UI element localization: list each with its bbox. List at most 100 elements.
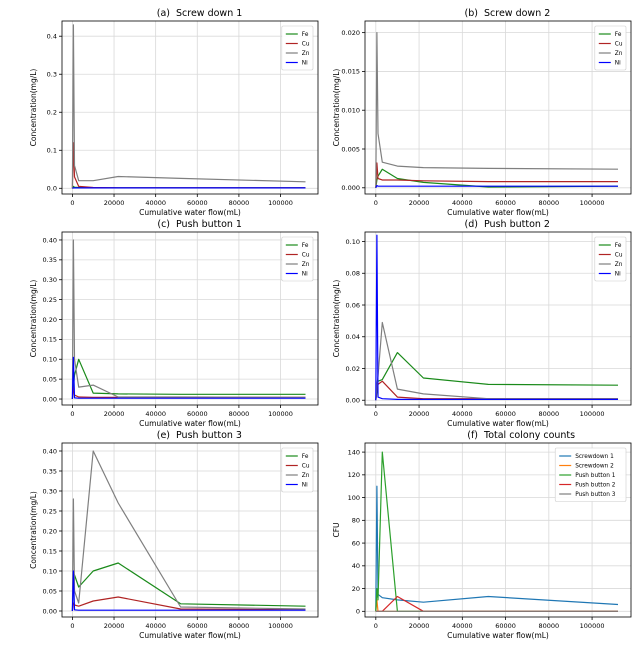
- x-tick-label: 0: [374, 410, 378, 418]
- x-tick-label: 80000: [538, 199, 559, 207]
- x-tick-label: 60000: [187, 199, 208, 207]
- x-tick-label: 0: [374, 622, 378, 630]
- chart-title: Push button 1: [176, 219, 242, 230]
- series-line: [71, 570, 306, 612]
- x-tick-label: 100000: [580, 410, 605, 418]
- y-tick-label: 0.00: [43, 607, 57, 615]
- legend-label: Cu: [302, 253, 310, 259]
- y-tick-label: 0.00: [346, 397, 360, 405]
- legend-box: [281, 236, 314, 282]
- x-tick-label: 60000: [495, 622, 516, 630]
- legend-label: Ni: [302, 483, 308, 489]
- y-tick-label: 0.25: [43, 507, 57, 515]
- y-tick-label: 0.15: [43, 336, 57, 344]
- legend-label: Ni: [302, 272, 308, 278]
- legend-label: Fe: [302, 454, 309, 460]
- panel-letter: (b): [465, 8, 478, 19]
- x-tick-label: 100000: [268, 622, 293, 630]
- y-tick-label: 0.30: [43, 276, 57, 284]
- legend-label: Fe: [615, 243, 622, 249]
- legend-label: Zn: [302, 262, 310, 268]
- axes-frame: [61, 231, 319, 406]
- legend-label: Screwdown 2: [575, 464, 614, 470]
- y-tick-label: 0.0: [47, 185, 57, 193]
- y-tick-label: 0.015: [341, 68, 360, 76]
- panel-letter: (c): [157, 219, 170, 230]
- y-tick-label: 0.005: [341, 145, 360, 153]
- axes-frame: [364, 20, 632, 195]
- legend-label: Cu: [615, 253, 623, 259]
- x-tick-label: 40000: [452, 622, 473, 630]
- series-line: [71, 562, 306, 612]
- y-tick-label: 80: [352, 517, 360, 525]
- x-tick-label: 20000: [409, 199, 430, 207]
- panel-letter: (d): [465, 219, 478, 230]
- x-tick-label: 100000: [580, 199, 605, 207]
- chart-title: Screw down 2: [484, 8, 550, 19]
- chart-panel: 0 20000 40000 60000 80000 100000 0.00 0.05 0.10 0…: [29, 219, 319, 428]
- legend-label: Cu: [615, 42, 623, 48]
- y-tick-label: 0: [356, 608, 360, 616]
- x-tick-label: 20000: [409, 410, 430, 418]
- y-tick-label: 0.10: [346, 238, 360, 246]
- y-tick-label: 60: [352, 539, 360, 547]
- legend-label: Fe: [302, 243, 309, 249]
- legend-label: Fe: [615, 32, 622, 38]
- x-tick-label: 40000: [145, 410, 166, 418]
- x-axis-label: Cumulative water flow(mL): [447, 631, 549, 640]
- legend-label: Push button 1: [575, 473, 616, 479]
- chart-title: Total colony counts: [483, 430, 575, 441]
- y-tick-label: 0.35: [43, 256, 57, 264]
- series-line: [375, 352, 619, 401]
- legend-label: Fe: [302, 32, 309, 38]
- series-line: [71, 356, 306, 400]
- y-tick-label: 0.020: [341, 29, 360, 37]
- x-axis-label: Cumulative water flow(mL): [139, 631, 241, 640]
- y-axis-label: Concentration(mg/L): [332, 280, 341, 358]
- series-line: [71, 596, 306, 612]
- series-line: [71, 239, 306, 400]
- y-tick-label: 0.010: [341, 107, 360, 115]
- x-tick-label: 100000: [268, 199, 293, 207]
- x-axis-label: Cumulative water flow(mL): [447, 208, 549, 217]
- y-tick-label: 0.05: [43, 587, 57, 595]
- y-tick-label: 0.20: [43, 527, 57, 535]
- axes-frame: [61, 20, 319, 195]
- y-tick-label: 0.1: [47, 147, 57, 155]
- axes-frame: [364, 442, 632, 618]
- chart-title: Push button 2: [484, 219, 550, 230]
- chart-panel: 0 20000 40000 60000 80000 100000 0 20 40 60 80 100 1…: [332, 430, 632, 640]
- series-line: [71, 450, 306, 612]
- series-line: [71, 142, 306, 189]
- x-tick-label: 40000: [145, 199, 166, 207]
- x-tick-label: 40000: [452, 199, 473, 207]
- y-axis-label: Concentration(mg/L): [29, 280, 38, 358]
- y-tick-label: 0.08: [346, 270, 360, 278]
- y-tick-label: 140: [348, 448, 360, 456]
- axes-frame: [364, 231, 632, 406]
- x-tick-label: 20000: [104, 199, 125, 207]
- legend-box: [594, 236, 627, 282]
- y-tick-label: 0.40: [43, 236, 57, 244]
- y-tick-label: 0.2: [47, 109, 57, 117]
- x-tick-label: 40000: [145, 622, 166, 630]
- chart-panel: 0 20000 40000 60000 80000 100000 0.00 0.02 0.04 0…: [332, 219, 632, 428]
- y-tick-label: 0.25: [43, 296, 57, 304]
- y-tick-label: 0.06: [346, 301, 360, 309]
- legend-label: Zn: [615, 51, 623, 57]
- series-line: [375, 485, 619, 612]
- legend-box: [594, 25, 627, 71]
- x-tick-label: 100000: [268, 410, 293, 418]
- x-tick-label: 60000: [495, 410, 516, 418]
- legend-label: Cu: [302, 42, 310, 48]
- y-tick-label: 0.10: [43, 356, 57, 364]
- legend-box: [281, 25, 314, 71]
- chart-title: Screw down 1: [176, 8, 242, 19]
- panel-letter: (a): [157, 8, 170, 19]
- y-tick-label: 0.15: [43, 547, 57, 555]
- series-line: [375, 168, 619, 188]
- legend-label: Push button 2: [575, 483, 616, 489]
- panel-letter: (f): [467, 430, 478, 441]
- y-tick-label: 0.10: [43, 567, 57, 575]
